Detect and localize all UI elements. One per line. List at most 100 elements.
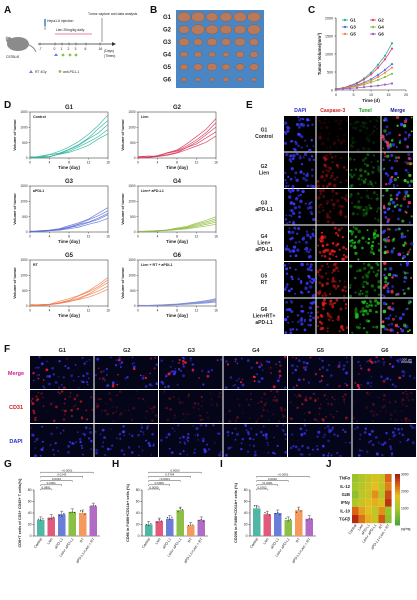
f-stain-spot [33,440,36,443]
tumor-specimen [191,24,205,35]
e-stain-spot [332,195,334,197]
f-stain-spot [259,430,263,434]
f-stain-spot [262,434,265,437]
G-dot [48,518,50,520]
e-stain-spot [402,289,405,292]
e-stain-spot [308,251,311,254]
e-stain-spot [348,294,353,298]
e-stain-spot [333,177,337,181]
e-stain-spot [291,188,295,192]
f-stain-spot [300,434,303,437]
H-p-value-label: 0.0003 [170,469,180,473]
e-stain-spot [358,292,362,296]
e-stain-spot [351,136,355,140]
e-stain-spot [361,121,365,125]
e-stain-spot [377,242,381,245]
c-data-point [383,71,387,74]
e-stain-spot [387,281,390,284]
j-heatmap-cell [365,506,372,515]
e-stain-spot [364,205,368,209]
e-stain-spot [364,212,368,216]
f-stain-spot [332,426,335,429]
f-stain-spot [58,392,61,395]
e-stain-spot [331,253,335,257]
f-stain-spot [246,450,250,454]
f-stain-spot [241,412,244,415]
f-stain-spot [67,366,70,370]
e-stain-spot [331,189,334,192]
f-stain-spot [115,410,117,413]
e-stain-spot [357,229,361,234]
f-stain-spot [249,417,251,419]
H-dot [200,518,202,521]
f-stain-spot [247,403,251,407]
I-significance-bracket [256,484,278,486]
e-stain-spot [365,304,368,308]
I-dot [274,512,277,515]
f-stain-spot [96,357,100,361]
e-stain-spot [367,183,370,186]
f-stain-spot [272,451,275,455]
G-dot [50,518,52,520]
f-stain-spot [34,366,37,369]
d-mouse-curve [137,122,217,158]
f-stain-spot [401,398,405,402]
e-stain-spot [365,275,369,279]
e-stain-spot [392,183,395,186]
f-stain-spot [394,400,397,403]
e-stain-spot [331,271,334,274]
f-stain-spot [117,358,121,362]
c-y-tick-label: 500 [327,70,333,74]
e-stain-spot [304,286,308,291]
f-stain-spot [301,402,304,406]
f-stain-spot [252,438,255,441]
f-stain-spot [357,386,361,390]
f-stain-spot [234,419,237,423]
f-stain-spot [405,393,409,396]
f-stain-spot [296,365,299,368]
f-stain-spot [118,356,121,360]
f-stain-spot [284,433,287,436]
f-stain-spot [305,396,307,399]
f-stain-spot [300,433,304,436]
f-stain-spot [359,433,362,436]
f-stain-spot [205,450,208,453]
e-stain-spot [371,185,374,188]
timeline-day-label: 3 [75,47,77,51]
e-stain-spot [283,288,287,291]
f-stain-spot [95,451,98,455]
f-stain-spot [263,403,267,407]
e-stain-spot [406,307,409,310]
f-stain-spot [150,454,153,456]
f-stain-spot [173,373,176,376]
e-stain-spot [323,298,326,302]
j-column-label: Lien [357,523,364,531]
f-stain-spot [257,380,261,384]
f-stain-spot [127,446,131,449]
f-stain-spot [260,363,263,367]
f-stain-spot [218,420,221,423]
e-stain-spot [397,176,399,179]
d-x-tick-label: 8 [68,161,70,165]
e-stain-spot [394,156,398,160]
d-mouse-curve [29,279,109,307]
e-stain-spot [391,317,395,321]
e-stain-spot [340,324,344,329]
f-stain-spot [178,436,182,440]
e-stain-spot [386,287,390,290]
e-stain-spot [283,317,288,322]
e-stain-spot [388,182,391,185]
f-stain-spot [70,414,74,418]
f-stain-spot [131,418,134,421]
d-subplot-title: G2 [173,105,182,111]
e-stain-spot [350,175,354,179]
e-stain-spot [325,185,329,189]
e-stain-spot [321,326,325,330]
d-y-tick-label: 500 [22,215,28,219]
f-stain-spot [290,446,293,450]
f-stain-spot [261,369,264,372]
e-stain-spot [303,139,307,142]
e-stain-spot [356,212,359,216]
f-stain-spot [322,444,325,448]
